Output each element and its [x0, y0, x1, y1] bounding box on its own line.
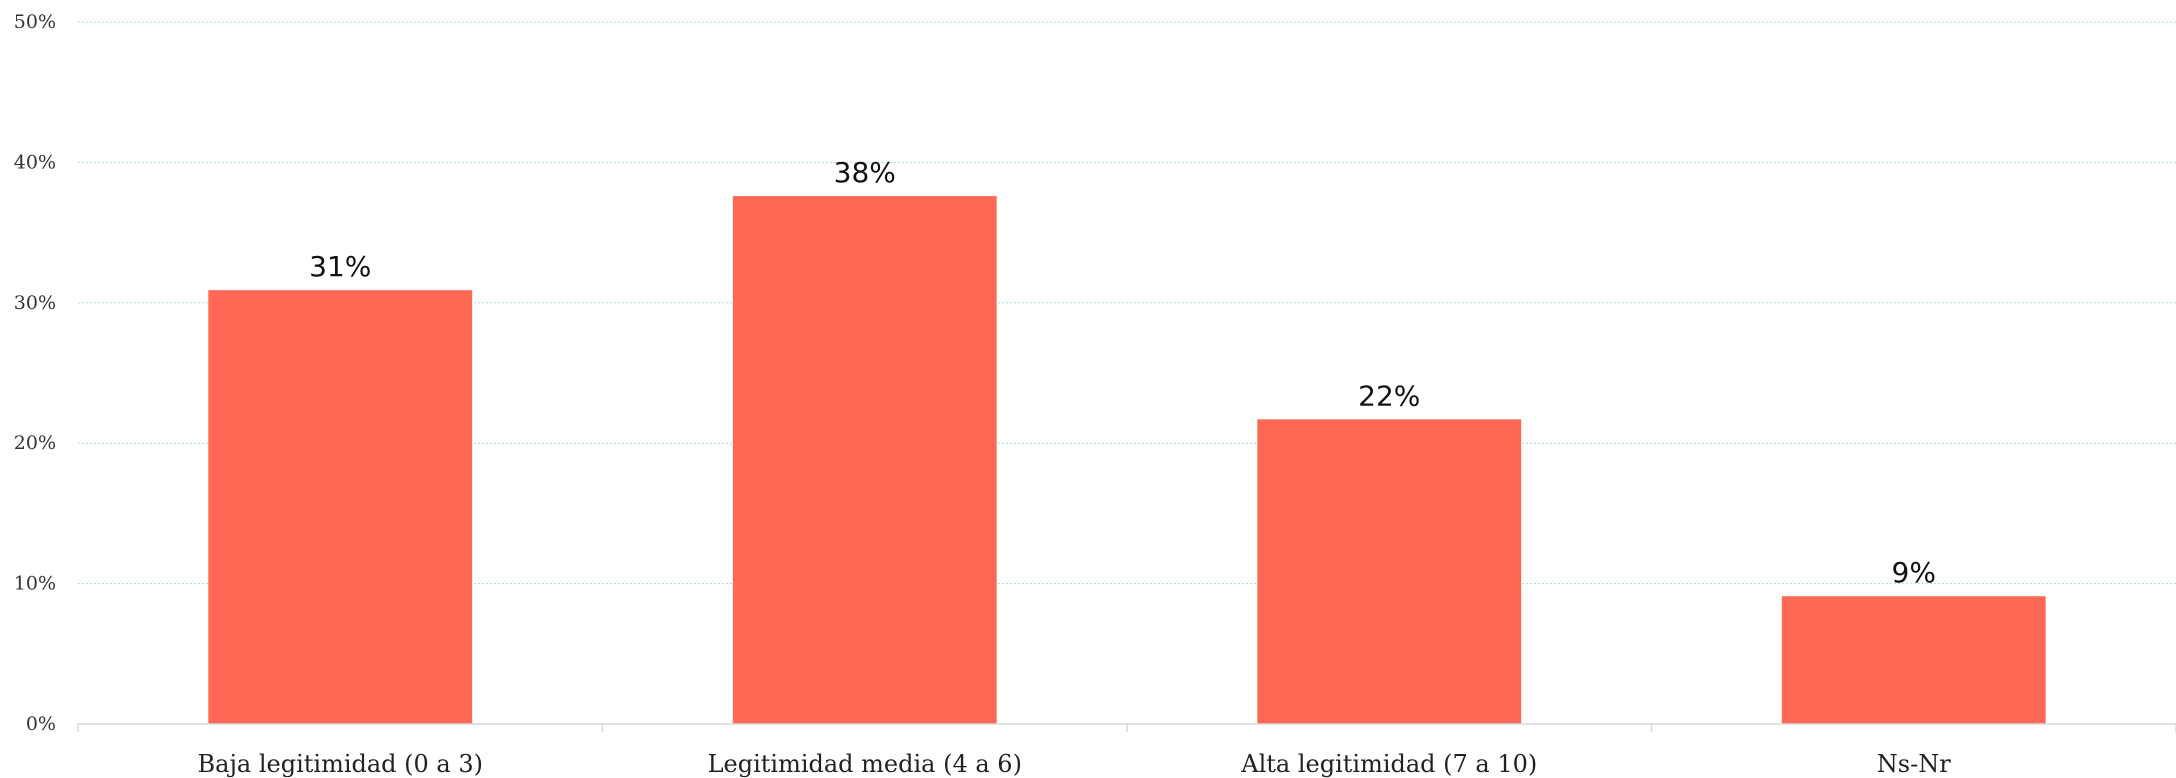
data-label-4: 9%	[1892, 556, 1936, 589]
y-tick-label: 20%	[14, 432, 56, 454]
y-tick-label: 0%	[26, 713, 56, 735]
x-axis	[77, 723, 2176, 732]
bar-4	[1781, 596, 2046, 724]
y-axis-tick-labels: 0% 10% 20% 30% 40% 50%	[14, 11, 56, 735]
bars	[208, 196, 2046, 724]
data-label-2: 38%	[834, 156, 896, 189]
data-labels: 31% 38% 22% 9%	[309, 156, 1936, 589]
data-label-3: 22%	[1358, 379, 1420, 412]
category-label-2: Legitimidad media (4 a 6)	[708, 750, 1022, 778]
y-tick-label: 40%	[14, 151, 56, 173]
x-axis-category-labels: Baja legitimidad (0 a 3) Legitimidad medi…	[198, 750, 1952, 778]
y-tick-label: 10%	[14, 573, 56, 595]
bar-1	[208, 290, 473, 724]
category-label-1: Baja legitimidad (0 a 3)	[198, 750, 484, 778]
bar-2	[732, 196, 997, 724]
bar-3	[1257, 419, 1522, 724]
y-tick-label: 50%	[14, 11, 56, 33]
data-label-1: 31%	[309, 250, 371, 283]
y-tick-label: 30%	[14, 292, 56, 314]
category-label-3: Alta legitimidad (7 a 10)	[1240, 750, 1537, 778]
category-label-4: Ns-Nr	[1877, 750, 1951, 778]
